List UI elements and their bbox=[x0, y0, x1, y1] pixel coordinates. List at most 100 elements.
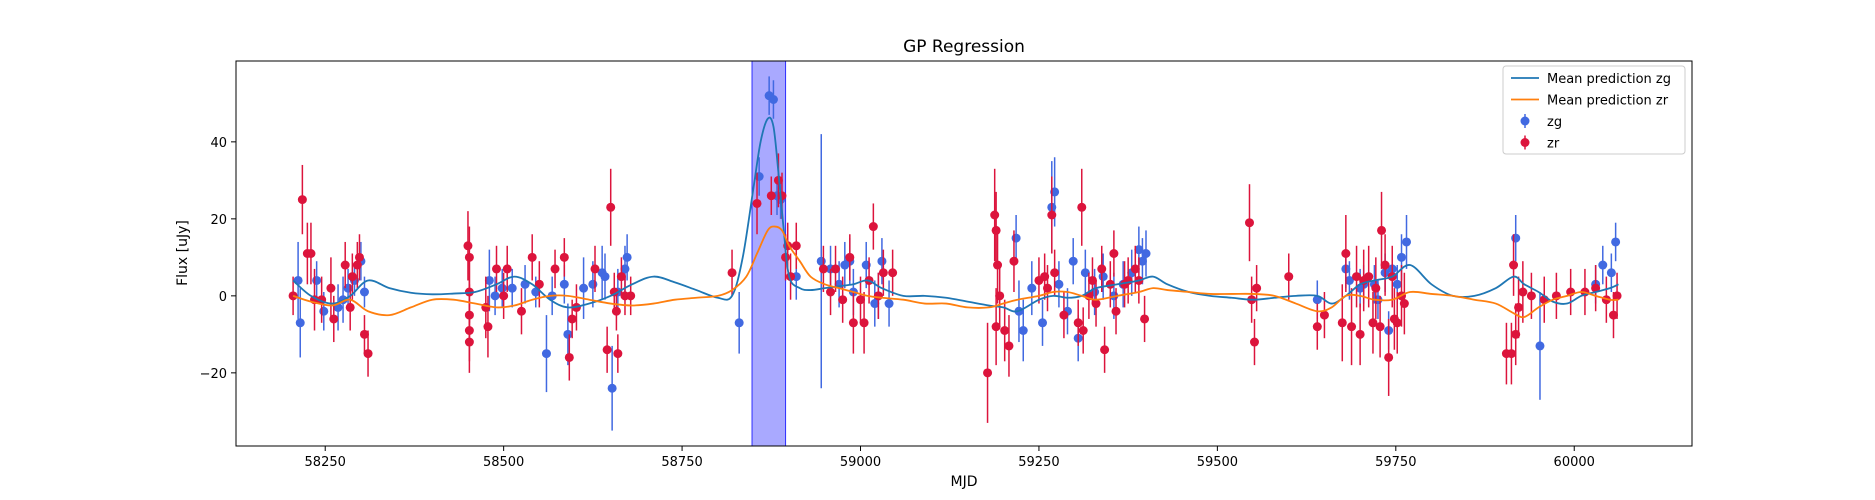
point-zg-21 bbox=[588, 279, 598, 289]
point-zg-84 bbox=[1611, 237, 1621, 247]
legend-swatch-zr bbox=[1520, 138, 1530, 147]
point-zg-28 bbox=[734, 318, 744, 328]
x-tick-label-60000: 60000 bbox=[1554, 455, 1595, 470]
point-zr-102 bbox=[1319, 310, 1329, 320]
point-zr-104 bbox=[1341, 249, 1351, 258]
point-zg-79 bbox=[1511, 233, 1521, 243]
point-zg-35 bbox=[816, 256, 826, 266]
point-zr-30 bbox=[559, 252, 569, 262]
point-zr-135 bbox=[1612, 291, 1622, 301]
point-zr-80 bbox=[1073, 318, 1083, 328]
point-zg-27 bbox=[622, 252, 632, 262]
point-zr-15 bbox=[463, 241, 473, 251]
point-zr-1 bbox=[297, 195, 307, 205]
point-zr-52 bbox=[818, 264, 828, 274]
point-zg-78 bbox=[1402, 237, 1412, 247]
point-zr-66 bbox=[990, 210, 1000, 220]
chart-title: GP Regression bbox=[903, 37, 1025, 57]
point-zg-44 bbox=[877, 256, 887, 266]
point-zr-36 bbox=[606, 202, 616, 212]
point-zr-96 bbox=[1244, 218, 1254, 228]
point-zr-81 bbox=[1077, 202, 1087, 212]
point-zg-11 bbox=[490, 291, 500, 301]
point-zr-134 bbox=[1608, 310, 1618, 320]
point-zr-61 bbox=[868, 222, 878, 232]
point-zr-73 bbox=[1009, 256, 1019, 266]
point-zg-48 bbox=[1018, 326, 1028, 335]
point-zg-76 bbox=[1392, 279, 1402, 289]
point-zr-32 bbox=[567, 314, 577, 324]
plot-frame bbox=[235, 60, 1693, 447]
point-zg-42 bbox=[870, 299, 880, 309]
legend-label-mean-zr: Mean prediction zr bbox=[1547, 94, 1669, 109]
x-tick-label-59500: 59500 bbox=[1197, 455, 1238, 470]
point-zr-31 bbox=[564, 352, 574, 362]
point-zr-101 bbox=[1312, 322, 1322, 332]
point-zg-20 bbox=[579, 283, 589, 293]
point-zr-38 bbox=[611, 306, 621, 316]
x-tick-label-58500: 58500 bbox=[483, 455, 524, 470]
point-zr-122 bbox=[1506, 349, 1516, 359]
point-zr-43 bbox=[727, 268, 737, 278]
point-zr-103 bbox=[1337, 318, 1347, 328]
point-zg-16 bbox=[541, 349, 551, 359]
point-zr-25 bbox=[502, 264, 512, 274]
point-zr-120 bbox=[1399, 299, 1409, 309]
point-zr-54 bbox=[831, 264, 841, 274]
point-zr-111 bbox=[1371, 283, 1381, 293]
point-zg-46 bbox=[1011, 233, 1021, 243]
point-zr-86 bbox=[1097, 264, 1107, 274]
point-zr-71 bbox=[1000, 326, 1010, 335]
point-zg-57 bbox=[1080, 268, 1090, 278]
x-axis-label: MJD bbox=[951, 474, 978, 490]
point-zr-39 bbox=[613, 349, 623, 359]
legend-label-zg: zg bbox=[1547, 115, 1562, 130]
point-zg-12 bbox=[497, 283, 507, 293]
x-tick-label-58250: 58250 bbox=[305, 455, 346, 470]
point-zr-10 bbox=[347, 272, 357, 282]
plot-area bbox=[288, 61, 1622, 446]
point-zr-65 bbox=[983, 368, 993, 378]
point-zr-62 bbox=[873, 291, 883, 301]
point-zr-13 bbox=[359, 329, 369, 339]
point-zg-65 bbox=[1141, 249, 1151, 258]
point-zg-83 bbox=[1606, 268, 1616, 278]
point-zg-53 bbox=[1054, 279, 1064, 289]
point-zr-126 bbox=[1518, 287, 1528, 297]
point-zr-47 bbox=[777, 191, 787, 201]
x-tick-label-58750: 58750 bbox=[661, 455, 702, 470]
point-zg-50 bbox=[1038, 318, 1048, 328]
point-zg-24 bbox=[607, 383, 617, 393]
point-zr-26 bbox=[516, 306, 526, 316]
point-zr-110 bbox=[1368, 318, 1378, 328]
point-zg-10 bbox=[484, 275, 494, 285]
point-zg-63 bbox=[1134, 245, 1144, 255]
point-zg-55 bbox=[1068, 256, 1078, 266]
y-tick-label-40: 40 bbox=[210, 136, 227, 151]
point-zr-90 bbox=[1111, 306, 1121, 316]
point-zr-85 bbox=[1091, 299, 1101, 309]
point-zr-77 bbox=[1047, 210, 1057, 220]
point-zg-1 bbox=[295, 318, 305, 328]
x-tick-label-59250: 59250 bbox=[1018, 455, 1059, 470]
point-zr-93 bbox=[1130, 264, 1140, 274]
point-zr-11 bbox=[352, 260, 362, 270]
series-zr bbox=[288, 153, 1622, 423]
point-zr-29 bbox=[550, 264, 560, 274]
series-zg bbox=[293, 76, 1621, 431]
point-zr-132 bbox=[1591, 283, 1601, 293]
mean-line-zg bbox=[292, 116, 1619, 313]
point-zr-106 bbox=[1352, 272, 1362, 282]
point-zg-23 bbox=[600, 272, 610, 282]
point-zr-112 bbox=[1375, 322, 1385, 332]
point-zr-57 bbox=[848, 318, 858, 328]
point-zr-87 bbox=[1100, 345, 1110, 355]
point-zr-27 bbox=[527, 252, 537, 262]
point-zr-6 bbox=[326, 283, 336, 293]
point-zr-69 bbox=[993, 260, 1003, 270]
point-zr-7 bbox=[329, 314, 339, 324]
point-zr-45 bbox=[766, 191, 776, 201]
mean-line-zr bbox=[292, 225, 1619, 319]
y-tick-label-20: 20 bbox=[210, 213, 227, 228]
